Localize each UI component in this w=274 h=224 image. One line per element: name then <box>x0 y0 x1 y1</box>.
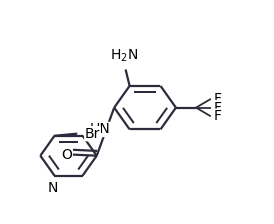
Text: N: N <box>48 181 58 195</box>
Text: Br: Br <box>85 127 100 141</box>
Text: H$_2$N: H$_2$N <box>110 48 138 64</box>
Text: F: F <box>214 101 222 115</box>
Text: HN: HN <box>90 123 110 136</box>
Text: F: F <box>214 92 222 106</box>
Text: F: F <box>214 109 222 123</box>
Text: O: O <box>61 148 72 162</box>
